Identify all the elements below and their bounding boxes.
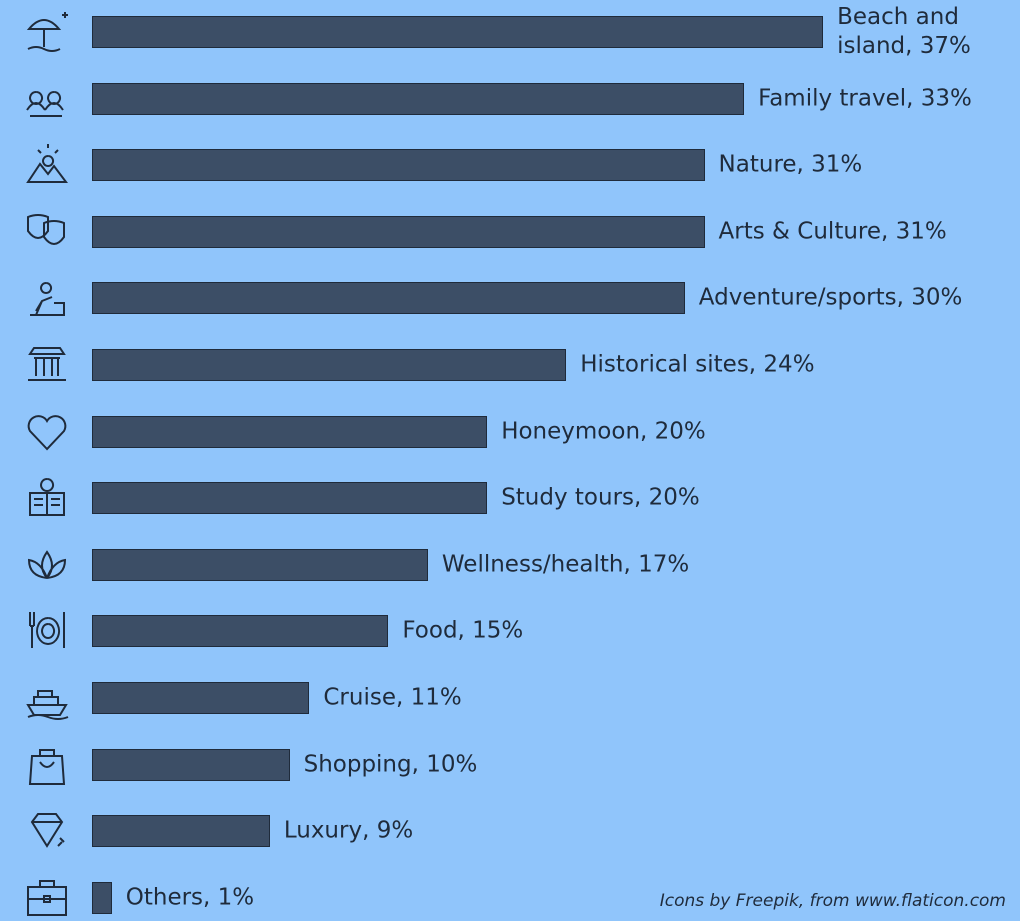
icon-shape	[30, 813, 65, 849]
bar	[92, 815, 270, 848]
bar	[92, 615, 389, 648]
value-label: Arts & Culture, 31%	[718, 218, 947, 245]
category-icon	[26, 144, 68, 184]
category-icon	[28, 748, 66, 785]
category-icon	[27, 550, 67, 579]
icon-shape	[27, 414, 67, 451]
icon-shape	[30, 282, 65, 317]
bar	[92, 349, 567, 381]
icon-shape	[29, 612, 65, 649]
category-icon	[29, 612, 65, 649]
value-label: Family travel, 33%	[758, 85, 972, 112]
value-label: Luxury, 9%	[283, 817, 414, 844]
bar	[92, 415, 488, 448]
category-icon	[26, 90, 64, 117]
bar	[92, 16, 824, 48]
bar	[92, 282, 685, 315]
category-icon	[27, 414, 67, 451]
bar	[92, 748, 290, 781]
bar	[92, 548, 428, 581]
bar	[92, 215, 705, 248]
value-label: Beach and island, 37%	[837, 4, 971, 59]
bar	[92, 482, 488, 515]
value-label: Honeymoon, 20%	[501, 418, 706, 445]
bar	[92, 82, 745, 115]
icon-shape	[28, 748, 66, 785]
icon-shape	[27, 550, 67, 579]
category-icon	[28, 347, 66, 381]
bar	[92, 682, 310, 714]
bar	[92, 881, 112, 914]
value-label: Cruise, 11%	[323, 684, 462, 711]
icon-shape	[26, 144, 68, 184]
category-icon	[29, 478, 65, 517]
value-label: Others, 1%	[125, 884, 255, 911]
category-icon	[27, 213, 65, 245]
value-label: Food, 15%	[402, 617, 524, 644]
value-label: Adventure/sports, 30%	[698, 284, 963, 311]
bar	[92, 149, 705, 182]
icon-shape	[29, 478, 65, 517]
value-label: Study tours, 20%	[501, 484, 700, 511]
category-icon	[30, 813, 65, 849]
icon-shape	[26, 90, 64, 117]
category-icon	[26, 12, 68, 52]
category-icon	[27, 879, 67, 916]
value-label: Nature, 31%	[718, 151, 863, 178]
category-icon	[26, 690, 69, 720]
icon-shape	[28, 347, 66, 381]
source-note: Icons by Freepik, from www.flaticon.com	[659, 891, 1006, 911]
value-label: Wellness/health, 17%	[441, 551, 690, 578]
icon-shape	[27, 879, 67, 916]
icon-shape	[27, 213, 65, 245]
value-label: Shopping, 10%	[303, 751, 478, 778]
category-icon	[30, 282, 65, 317]
value-label: Historical sites, 24%	[580, 351, 815, 378]
icon-shape	[26, 690, 69, 720]
icon-shape	[26, 12, 68, 52]
